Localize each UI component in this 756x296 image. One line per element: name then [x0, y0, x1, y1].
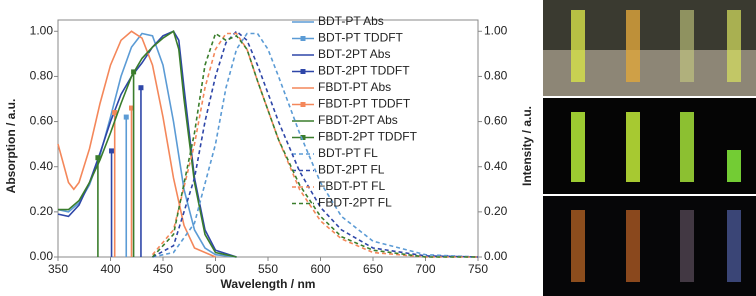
- y2-tick-label: 0.40: [484, 159, 508, 173]
- series-line: [152, 30, 479, 258]
- x-tick-label: 700: [415, 262, 435, 276]
- series-line: [57, 30, 216, 258]
- legend-marker: [300, 135, 306, 140]
- legend-label: FBDT-2PT Abs: [318, 113, 398, 127]
- y-tick-label: 0.00: [30, 249, 54, 263]
- tddft-marker: [95, 155, 101, 161]
- x-tick-label: 350: [48, 262, 68, 276]
- y-tick-label: 1.00: [30, 23, 54, 37]
- x-tick-label: 750: [468, 262, 488, 276]
- x-axis-title: Wavelength / nm: [221, 277, 316, 291]
- x-tick-label: 500: [205, 262, 225, 276]
- x-tick-label: 400: [100, 262, 120, 276]
- y-tick-label: 0.80: [30, 69, 54, 83]
- legend-label: BDT-PT TDDFT: [318, 31, 404, 45]
- legend-label: FBDT-2PT TDDFT: [318, 130, 418, 144]
- legend-label: FBDT-PT FL: [318, 179, 385, 193]
- legend-label: FBDT-2PT FL: [318, 196, 392, 210]
- tddft-marker: [131, 69, 137, 75]
- y2-tick-label: 1.00: [484, 23, 508, 37]
- legend-marker: [300, 102, 306, 107]
- x-tick-label: 650: [363, 262, 383, 276]
- tddft-marker: [138, 85, 144, 91]
- y-tick-label: 0.20: [30, 204, 54, 218]
- y2-tick-label: 0.80: [484, 69, 508, 83]
- tddft-marker: [109, 148, 115, 154]
- x-tick-label: 450: [153, 262, 173, 276]
- x-tick-label: 550: [258, 262, 278, 276]
- legend-label: BDT-2PT FL: [318, 163, 385, 177]
- tddft-marker: [112, 110, 118, 116]
- x-tick-label: 600: [310, 262, 330, 276]
- legend-label: FBDT-PT TDDFT: [318, 97, 411, 111]
- y2-tick-label: 0.60: [484, 114, 508, 128]
- series-line: [58, 30, 237, 258]
- legend-label: BDT-PT Abs: [318, 14, 384, 28]
- series-line: [152, 32, 479, 258]
- y2-tick-label: 0.00: [484, 249, 508, 263]
- series-line: [57, 30, 237, 258]
- y-tick-label: 0.60: [30, 114, 54, 128]
- legend-label: BDT-PT FL: [318, 146, 378, 160]
- photo: [543, 0, 756, 296]
- legend-label: BDT-2PT TDDFT: [318, 64, 410, 78]
- y-tick-label: 0.40: [30, 159, 54, 173]
- tddft-marker: [129, 105, 134, 111]
- series-line: [57, 32, 237, 258]
- series-line: [151, 32, 478, 258]
- tddft-marker: [123, 114, 129, 120]
- legend-marker: [300, 69, 306, 74]
- legend-label: BDT-2PT Abs: [318, 47, 390, 61]
- legend-marker: [300, 36, 306, 41]
- y2-tick-label: 0.20: [484, 204, 508, 218]
- y-axis-title: Absorption / a.u.: [4, 99, 18, 194]
- y2-axis-title: Intensity / a.u.: [520, 106, 534, 186]
- legend-label: FBDT-PT Abs: [318, 80, 391, 94]
